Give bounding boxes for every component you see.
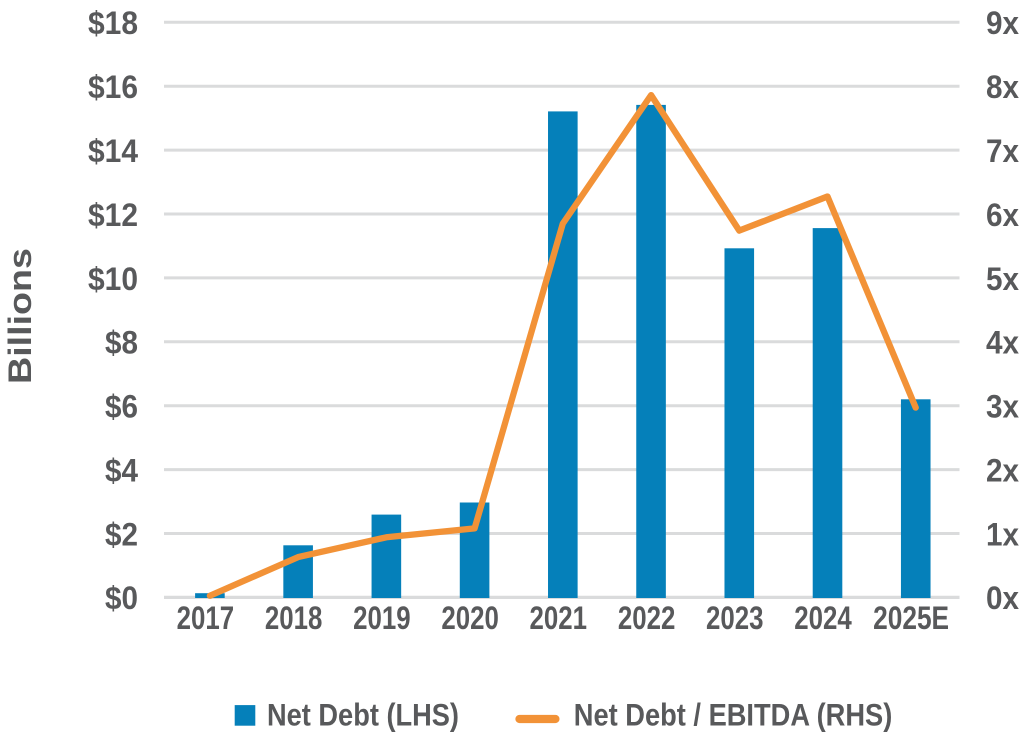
svg-text:1x: 1x — [986, 516, 1019, 552]
svg-text:$8: $8 — [105, 325, 138, 361]
svg-text:$18: $18 — [88, 5, 138, 41]
svg-text:$0: $0 — [105, 580, 138, 616]
svg-text:0x: 0x — [986, 580, 1019, 616]
svg-text:$2: $2 — [105, 516, 138, 552]
svg-text:7x: 7x — [986, 133, 1019, 169]
svg-text:$4: $4 — [105, 452, 138, 488]
svg-text:$12: $12 — [88, 197, 138, 233]
svg-text:2020: 2020 — [441, 600, 499, 636]
svg-text:3x: 3x — [986, 389, 1019, 425]
svg-text:6x: 6x — [986, 197, 1019, 233]
svg-text:2025E: 2025E — [873, 600, 949, 636]
svg-text:9x: 9x — [986, 5, 1019, 41]
svg-text:2019: 2019 — [353, 600, 411, 636]
svg-text:$16: $16 — [88, 69, 138, 105]
svg-text:Net Debt (LHS): Net Debt (LHS) — [267, 696, 459, 732]
svg-text:5x: 5x — [986, 261, 1019, 297]
svg-text:2018: 2018 — [265, 600, 323, 636]
svg-text:2023: 2023 — [706, 600, 764, 636]
svg-text:8x: 8x — [986, 69, 1019, 105]
svg-text:2x: 2x — [986, 452, 1019, 488]
svg-text:$14: $14 — [88, 133, 138, 169]
svg-text:2024: 2024 — [794, 600, 852, 636]
svg-text:4x: 4x — [986, 325, 1019, 361]
svg-text:Billions: Billions — [2, 248, 38, 384]
svg-text:2022: 2022 — [618, 600, 676, 636]
svg-text:2017: 2017 — [177, 600, 235, 636]
svg-text:$6: $6 — [105, 389, 138, 425]
svg-text:2021: 2021 — [530, 600, 588, 636]
svg-text:Net Debt / EBITDA (RHS): Net Debt / EBITDA (RHS) — [574, 696, 893, 732]
svg-text:$10: $10 — [88, 261, 138, 297]
